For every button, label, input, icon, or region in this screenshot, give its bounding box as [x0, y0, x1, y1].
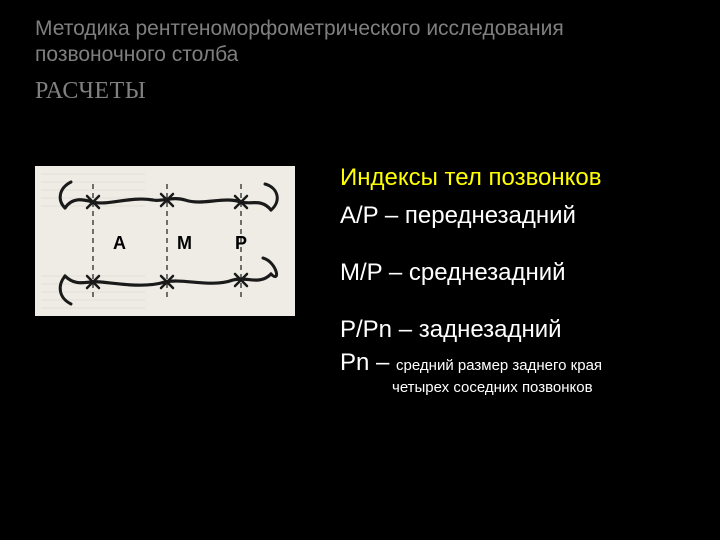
slide-title: Методика рентгеноморфометрического иссле… [35, 16, 595, 69]
diagram-label-a: A [113, 233, 126, 253]
slide-subtitle: РАСЧЕТЫ [35, 78, 146, 105]
index-ppn: P/Pn – заднезадний [340, 316, 700, 345]
pn-def-part2: четырех соседних позвонков [340, 379, 700, 396]
pn-label: Pn – [340, 349, 396, 376]
index-mp: M/P – среднезадний [340, 259, 700, 288]
index-ap: A/P – переднезадний [340, 202, 700, 231]
indices-heading: Индексы тел позвонков [340, 164, 700, 192]
diagram-label-p: P [235, 233, 247, 253]
pn-def-part1: средний размер заднего края [396, 357, 602, 374]
slide: Методика рентгеноморфометрического иссле… [0, 0, 720, 540]
vertebra-svg: A M P [35, 166, 295, 316]
content-block: Индексы тел позвонков A/P – переднезадни… [340, 164, 700, 396]
vertebra-diagram: A M P [35, 166, 295, 316]
pn-definition: Pn – средний размер заднего края [340, 350, 700, 376]
diagram-label-m: M [177, 233, 192, 253]
